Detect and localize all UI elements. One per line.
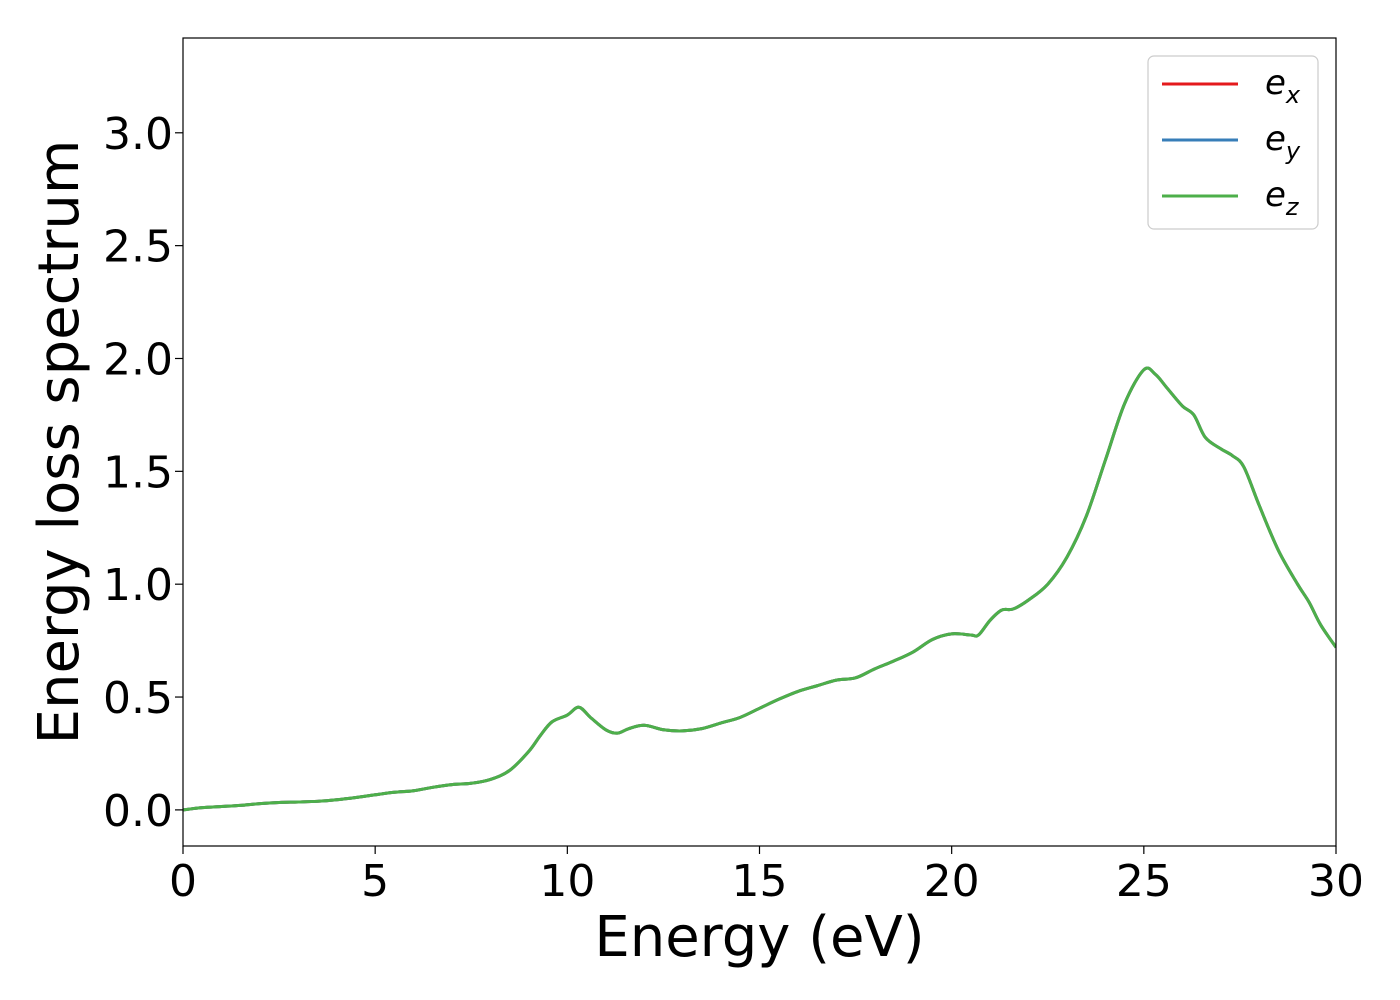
legend-label-main: e: [1265, 119, 1286, 159]
series-layer: [183, 366, 1336, 812]
x-axis: 0 5 10 15 20 25 30: [169, 846, 1364, 907]
y-tick-label: 1.5: [103, 447, 173, 498]
legend-label-main: e: [1265, 63, 1286, 103]
legend-label-main: e: [1265, 175, 1286, 215]
legend-label-e-y: ey: [1265, 119, 1301, 165]
x-tick-label: 10: [539, 856, 595, 907]
y-tick-label: 2.0: [103, 334, 173, 385]
legend-label-subscript: z: [1285, 193, 1300, 221]
x-tick-label: 30: [1308, 856, 1364, 907]
x-tick-label: 15: [732, 856, 788, 907]
x-tick-label: 20: [924, 856, 980, 907]
y-tick-label: 1.0: [103, 560, 173, 611]
y-axis: 0.0 0.5 1.0 1.5 2.0 2.5 3.0: [103, 109, 183, 837]
x-tick-label: 5: [361, 856, 389, 907]
y-axis-label: Energy loss spectrum: [27, 140, 92, 745]
legend-box: [1147, 55, 1319, 230]
x-axis-label: Energy (eV): [594, 905, 924, 970]
plot-background: [183, 38, 1336, 846]
y-tick-label: 2.5: [103, 222, 173, 273]
legend-label-subscript: x: [1285, 81, 1301, 109]
series-line-e-z: [183, 366, 1336, 812]
x-tick-label: 25: [1116, 856, 1172, 907]
y-tick-label: 3.0: [103, 109, 173, 160]
legend-label-e-z: ez: [1265, 175, 1300, 221]
y-tick-label: 0.5: [103, 673, 173, 724]
x-tick-label: 0: [169, 856, 197, 907]
y-tick-label: 0.0: [103, 786, 173, 837]
legend-label-e-x: ex: [1265, 63, 1301, 109]
legend-label-subscript: y: [1285, 137, 1301, 165]
